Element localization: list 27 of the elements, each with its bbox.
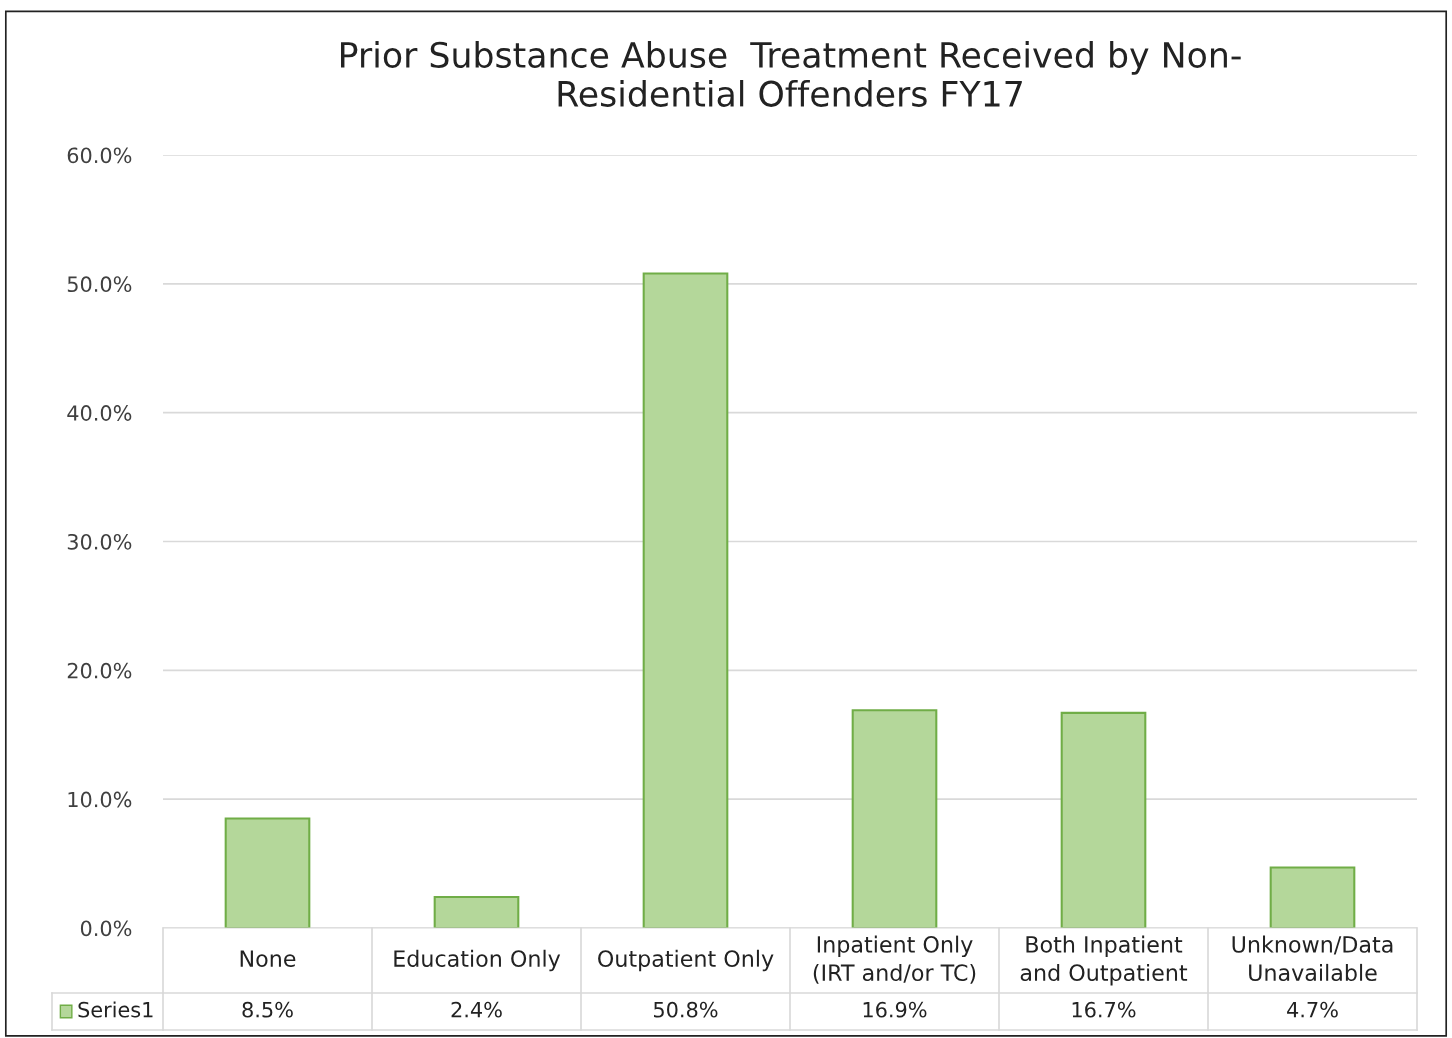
y-tick-label: 30.0% bbox=[67, 533, 132, 550]
data-label: 2.4% bbox=[451, 1001, 502, 1018]
bar bbox=[642, 272, 729, 928]
bar bbox=[1060, 711, 1147, 928]
data-label: 16.7% bbox=[1072, 1001, 1136, 1018]
bar bbox=[1269, 866, 1356, 928]
x-tick-label: Inpatient Only (IRT and/or TC) bbox=[813, 935, 976, 984]
x-tick-label: Outpatient Only bbox=[598, 949, 774, 972]
x-tick-label: None bbox=[240, 950, 296, 967]
x-tick-label: Unknown/Data Unavailable bbox=[1232, 935, 1393, 982]
data-label: 4.7% bbox=[1287, 1001, 1338, 1018]
y-tick-label: 60.0% bbox=[67, 147, 132, 164]
data-label: 8.5% bbox=[242, 1001, 293, 1018]
chart-title: Prior Substance Abuse Treatment Received by Non- Residential Offenders FY17 bbox=[341, 41, 1241, 107]
bar bbox=[224, 817, 311, 928]
x-tick-label: Education Only bbox=[394, 949, 561, 972]
y-tick-label: 10.0% bbox=[68, 791, 132, 808]
legend-label: Series1 bbox=[78, 1001, 153, 1018]
y-tick-label: 40.0% bbox=[67, 405, 132, 421]
bar bbox=[851, 709, 938, 928]
y-tick-label: 20.0% bbox=[67, 662, 132, 679]
y-tick-label: 0.0% bbox=[80, 920, 132, 937]
bar bbox=[433, 896, 520, 928]
data-label: 50.8% bbox=[654, 1001, 718, 1018]
data-label: 16.9% bbox=[863, 1001, 927, 1018]
y-tick-label: 50.0% bbox=[67, 276, 132, 293]
x-tick-label: Both Inpatient and Outpatient bbox=[1020, 935, 1188, 986]
